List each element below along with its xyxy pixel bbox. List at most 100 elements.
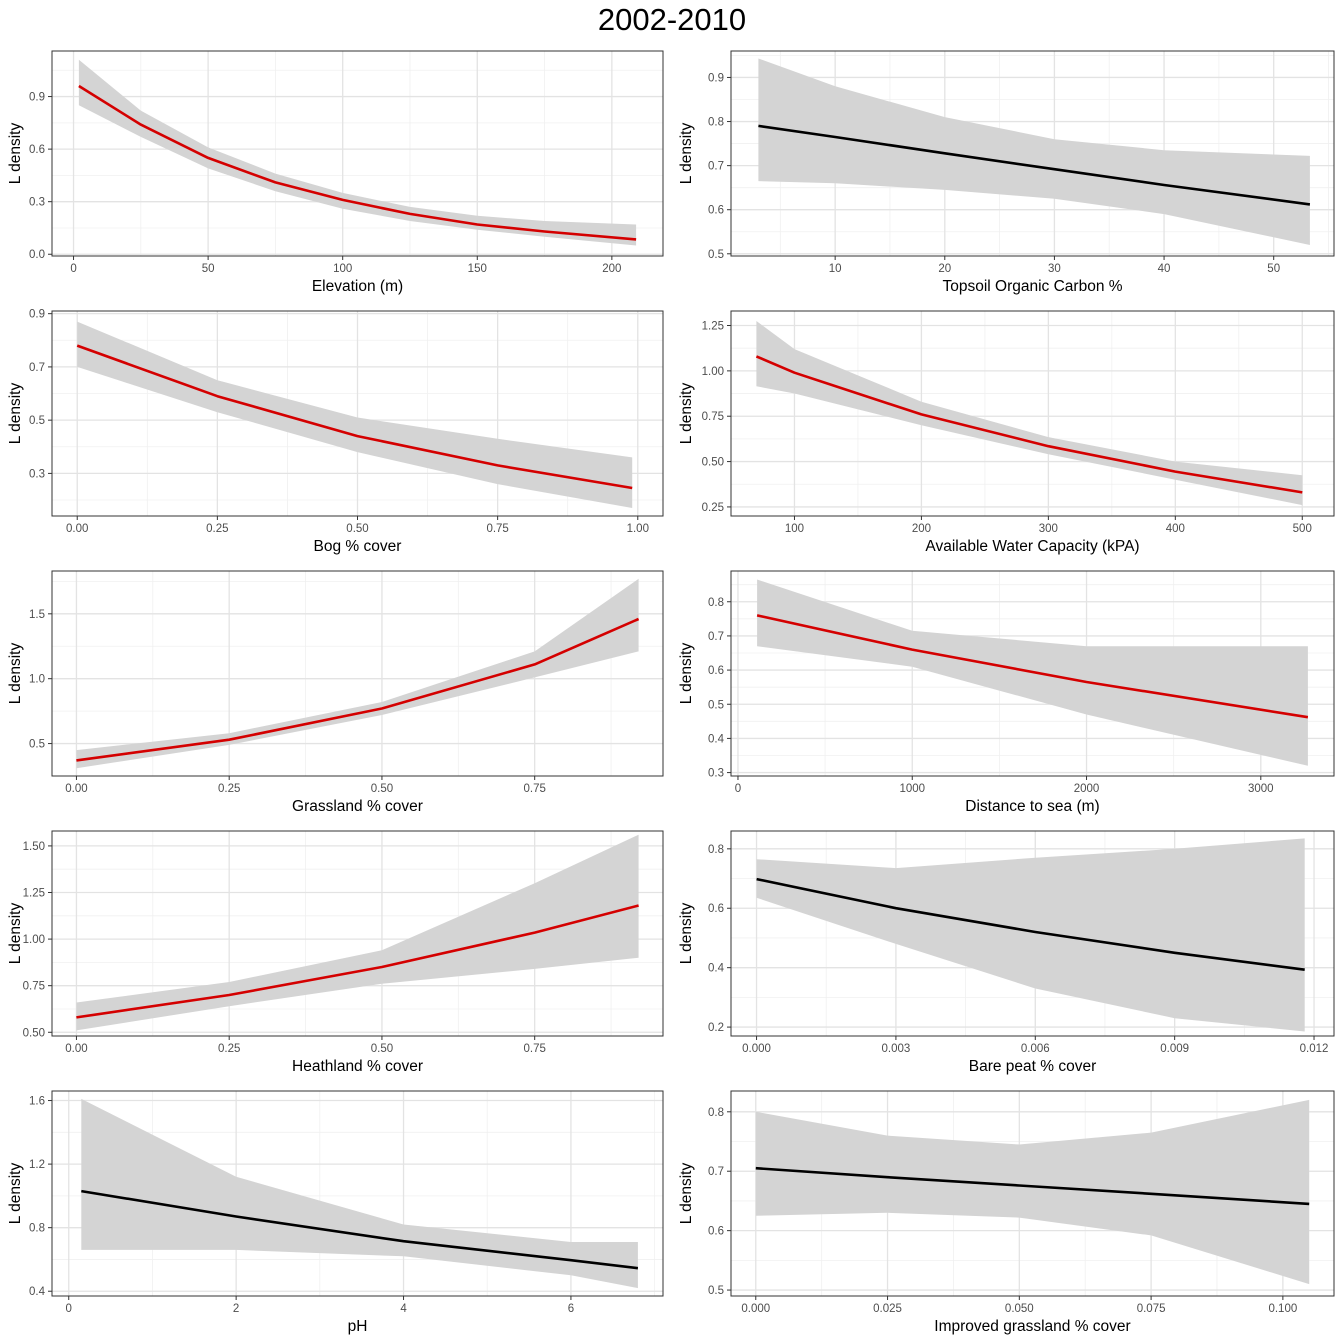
y-tick-label: 0.6 — [708, 205, 724, 217]
y-tick-label: 0.5 — [708, 249, 724, 261]
confidence-ribbon — [756, 321, 1303, 506]
y-axis-title: L density — [678, 1163, 695, 1225]
y-tick-label: 0.7 — [708, 161, 724, 173]
x-tick-label: 0.25 — [206, 523, 228, 535]
x-tick-label: 0.050 — [1005, 1303, 1034, 1315]
x-tick-label: 2000 — [1074, 783, 1100, 795]
y-tick-label: 0.6 — [708, 903, 724, 915]
y-axis-title: L density — [678, 123, 695, 185]
x-axis-title: Bare peat % cover — [969, 1058, 1097, 1075]
y-tick-label: 0.6 — [708, 665, 724, 677]
fitted-line — [758, 124, 1311, 206]
y-tick-label: 1.2 — [29, 1159, 45, 1171]
y-tick-label: 0.4 — [708, 733, 725, 745]
x-axis-title: Grassland % cover — [292, 798, 423, 815]
x-tick-label: 50 — [1267, 263, 1280, 275]
y-tick-label: 0.7 — [708, 1166, 724, 1178]
y-tick-label: 0.7 — [29, 362, 45, 374]
panel-5: 0.00 0.25 0.50 0.75 0.5 1.0 1.5 Grassland % cov… — [7, 570, 664, 815]
x-tick-label: 1000 — [899, 783, 925, 795]
y-tick-label: 1.5 — [29, 609, 45, 621]
x-axis-title: Distance to sea (m) — [965, 798, 1099, 815]
y-tick-label: 0.4 — [29, 1286, 46, 1298]
x-tick-label: 0.012 — [1300, 1043, 1329, 1055]
x-tick-label: 0.100 — [1268, 1303, 1297, 1315]
y-tick-label: 0.75 — [702, 411, 724, 423]
y-tick-label: 1.50 — [23, 841, 45, 853]
x-tick-label: 0.003 — [882, 1043, 911, 1055]
y-tick-label: 0.2 — [708, 1022, 724, 1034]
x-tick-label: 3000 — [1248, 783, 1274, 795]
y-tick-label: 0.75 — [23, 981, 45, 993]
x-tick-label: 0.00 — [65, 783, 87, 795]
x-tick-label: 200 — [602, 263, 621, 275]
panel-6: 0 1000 2000 3000 0.3 0.4 0.5 0.6 0.7 0.8 Distance … — [678, 570, 1335, 815]
panel-7: 0.00 0.25 0.50 0.75 0.50 0.75 1.00 1.25 1.50 Heat… — [7, 830, 664, 1075]
y-axis-title: L density — [678, 383, 695, 445]
x-tick-label: 0.75 — [523, 1043, 545, 1055]
panel-10: 0.000 0.025 0.050 0.075 0.100 0.5 0.6 0.7 0.8 Imp… — [678, 1090, 1335, 1335]
y-tick-label: 0.9 — [29, 92, 45, 104]
x-axis-title: pH — [348, 1318, 368, 1335]
x-tick-label: 30 — [1048, 263, 1061, 275]
x-axis-title: Available Water Capacity (kPA) — [925, 538, 1139, 555]
confidence-ribbon — [81, 1098, 638, 1289]
x-tick-label: 20 — [938, 263, 951, 275]
fitted-line — [81, 1189, 639, 1270]
y-tick-label: 1.6 — [29, 1096, 45, 1108]
panel-border — [51, 570, 664, 777]
x-tick-label: 6 — [568, 1303, 574, 1315]
x-tick-label: 4 — [400, 1303, 407, 1315]
y-axis-title: L density — [7, 643, 24, 705]
fitted-line — [756, 614, 1309, 719]
y-tick-label: 0.8 — [708, 844, 724, 856]
y-tick-label: 0.6 — [708, 1226, 724, 1238]
x-tick-label: 0.75 — [486, 523, 508, 535]
y-tick-label: 0.5 — [708, 699, 724, 711]
y-axis-title: L density — [7, 1163, 24, 1225]
panel-border — [730, 830, 1335, 1037]
fitted-line — [76, 617, 640, 762]
y-axis-title: L density — [678, 903, 695, 965]
x-tick-label: 0.075 — [1137, 1303, 1166, 1315]
confidence-ribbon — [756, 838, 1305, 1032]
y-tick-label: 1.0 — [29, 674, 45, 686]
x-tick-label: 40 — [1158, 263, 1171, 275]
y-tick-label: 0.3 — [708, 768, 724, 780]
panel-border — [51, 830, 664, 1037]
panel-border — [51, 1090, 664, 1297]
confidence-ribbon — [758, 58, 1310, 245]
x-axis-title: Improved grassland % cover — [934, 1318, 1130, 1335]
y-tick-label: 0.50 — [23, 1027, 45, 1039]
confidence-ribbon — [77, 321, 633, 508]
y-tick-label: 1.25 — [702, 321, 724, 333]
x-tick-label: 100 — [785, 523, 804, 535]
y-tick-label: 0.8 — [708, 597, 724, 609]
x-tick-label: 0.000 — [742, 1043, 771, 1055]
panel-2: 10 20 30 40 50 0.5 0.6 0.7 0.8 0.9 Topsoil Organic… — [678, 50, 1335, 295]
x-tick-label: 10 — [829, 263, 842, 275]
x-axis-title: Bog % cover — [314, 538, 402, 555]
y-tick-label: 0.3 — [29, 197, 45, 209]
fitted-line — [76, 904, 639, 1019]
y-tick-label: 0.9 — [708, 72, 724, 84]
x-tick-label: 0.009 — [1160, 1043, 1189, 1055]
x-tick-label: 500 — [1293, 523, 1312, 535]
y-tick-label: 0.5 — [29, 739, 45, 751]
x-tick-label: 200 — [912, 523, 931, 535]
x-tick-label: 100 — [333, 263, 352, 275]
x-tick-label: 0.50 — [371, 1043, 393, 1055]
y-tick-label: 0.8 — [29, 1223, 45, 1235]
x-tick-label: 1.00 — [627, 523, 649, 535]
y-tick-label: 1.25 — [23, 888, 45, 900]
confidence-ribbon — [76, 578, 639, 769]
y-axis-title: L density — [7, 123, 24, 185]
x-tick-label: 0.025 — [873, 1303, 902, 1315]
y-tick-label: 0.8 — [708, 1107, 724, 1119]
x-tick-label: 0.00 — [65, 1043, 87, 1055]
x-tick-label: 400 — [1166, 523, 1185, 535]
y-axis-title: L density — [7, 383, 24, 445]
x-axis-title: Heathland % cover — [292, 1058, 423, 1075]
panel-border — [730, 570, 1335, 777]
